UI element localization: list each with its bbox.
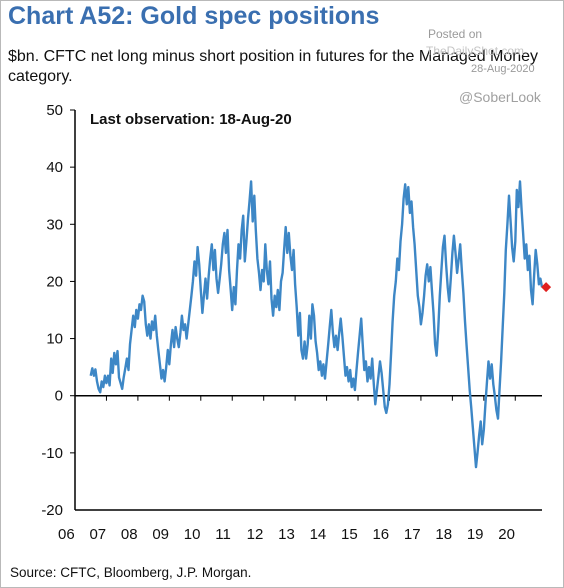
x-tick-label: 13 <box>278 526 295 543</box>
x-tick-label: 08 <box>121 526 138 543</box>
watermark-handle: @SoberLook <box>459 89 541 105</box>
chart-title: Chart A52: Gold spec positions <box>8 2 380 30</box>
y-tick-label: 30 <box>46 216 63 233</box>
x-tick-label: 14 <box>310 526 327 543</box>
y-tick-label: 0 <box>55 388 63 405</box>
x-tick-label: 20 <box>498 526 515 543</box>
x-tick-label: 18 <box>435 526 452 543</box>
source-note: Source: CFTC, Bloomberg, J.P. Morgan. <box>10 565 252 580</box>
x-tick-label: 16 <box>372 526 389 543</box>
x-tick-label: 09 <box>152 526 169 543</box>
y-tick-label: 10 <box>46 331 63 348</box>
series-line-managed-money <box>89 180 544 469</box>
x-tick-label: 07 <box>89 526 106 543</box>
y-tick-label: 50 <box>46 102 63 119</box>
watermark-date: 28-Aug-2020 <box>471 63 535 75</box>
y-tick-label: -20 <box>41 502 63 519</box>
x-tick-label: 06 <box>58 526 75 543</box>
chart-subtitle: $bn. CFTC net long minus short position … <box>8 48 539 85</box>
x-tick-label: 12 <box>247 526 264 543</box>
x-tick-label: 19 <box>467 526 484 543</box>
x-tick-label: 10 <box>184 526 201 543</box>
x-tick-label: 11 <box>215 526 231 543</box>
y-tick-label: 20 <box>46 273 63 290</box>
x-axis: 06 07 08 09 10 11 12 13 14 15 16 17 18 19 20 <box>58 395 516 543</box>
y-tick-label: -10 <box>41 445 63 462</box>
watermark-site: TheDailyShot.com <box>426 44 525 58</box>
x-tick-label: 15 <box>341 526 358 543</box>
last-observation-marker <box>541 282 552 293</box>
x-tick-label: 17 <box>404 526 421 543</box>
y-axis: -20 -10 0 10 20 30 40 50 <box>41 102 75 519</box>
watermark-posted: Posted on <box>428 27 483 41</box>
last-observation-note: Last observation: 18-Aug-20 <box>90 111 292 128</box>
y-tick-label: 40 <box>46 159 63 176</box>
